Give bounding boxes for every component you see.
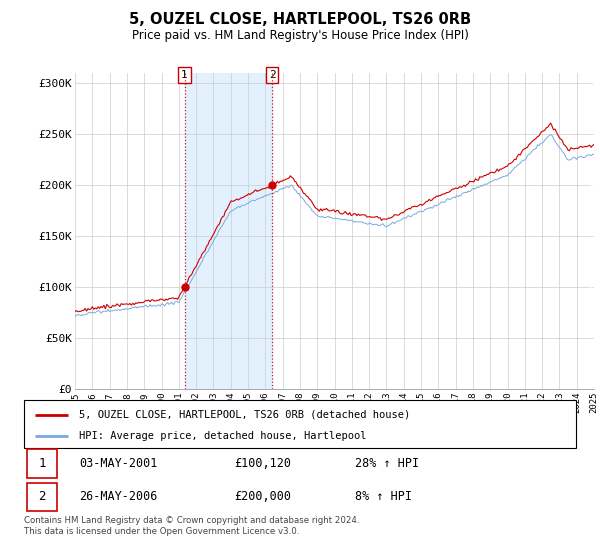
- Text: £100,120: £100,120: [234, 457, 291, 470]
- Bar: [590, 73, 594, 389]
- Text: Contains HM Land Registry data © Crown copyright and database right 2024.
This d: Contains HM Land Registry data © Crown c…: [24, 516, 359, 536]
- FancyBboxPatch shape: [27, 449, 57, 478]
- Text: 2: 2: [269, 70, 275, 80]
- Text: £200,000: £200,000: [234, 491, 291, 503]
- Text: 03-MAY-2001: 03-MAY-2001: [79, 457, 158, 470]
- Text: 1: 1: [181, 70, 188, 80]
- Text: 26-MAY-2006: 26-MAY-2006: [79, 491, 158, 503]
- FancyBboxPatch shape: [27, 483, 57, 511]
- Text: Price paid vs. HM Land Registry's House Price Index (HPI): Price paid vs. HM Land Registry's House …: [131, 29, 469, 42]
- Bar: [185, 73, 272, 389]
- Text: 28% ↑ HPI: 28% ↑ HPI: [355, 457, 419, 470]
- Text: HPI: Average price, detached house, Hartlepool: HPI: Average price, detached house, Hart…: [79, 431, 367, 441]
- Text: 2: 2: [38, 491, 46, 503]
- Text: 1: 1: [38, 457, 46, 470]
- FancyBboxPatch shape: [24, 400, 576, 448]
- Text: 5, OUZEL CLOSE, HARTLEPOOL, TS26 0RB (detached house): 5, OUZEL CLOSE, HARTLEPOOL, TS26 0RB (de…: [79, 410, 410, 419]
- Text: 8% ↑ HPI: 8% ↑ HPI: [355, 491, 412, 503]
- Text: 5, OUZEL CLOSE, HARTLEPOOL, TS26 0RB: 5, OUZEL CLOSE, HARTLEPOOL, TS26 0RB: [129, 12, 471, 27]
